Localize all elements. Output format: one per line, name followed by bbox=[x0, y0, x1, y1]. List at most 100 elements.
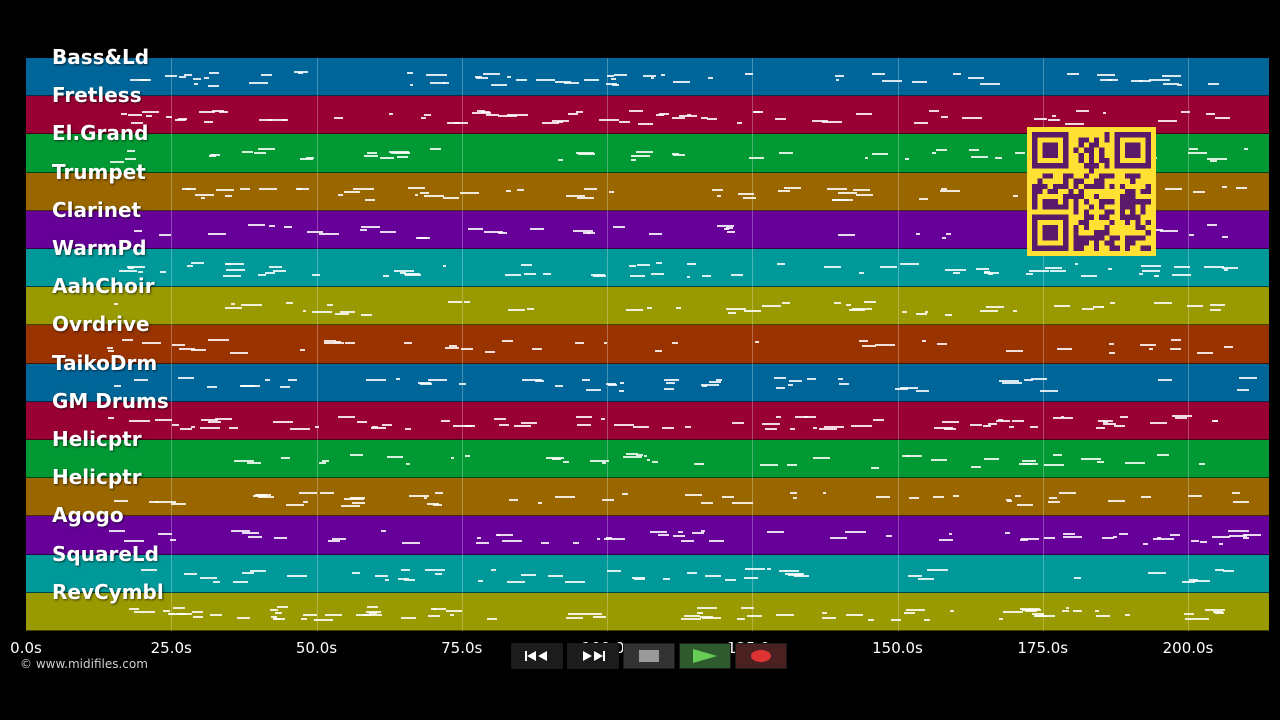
note-mark bbox=[286, 504, 305, 507]
track-label: Clarinet bbox=[52, 197, 142, 222]
note-mark bbox=[908, 575, 923, 578]
note-mark bbox=[1003, 610, 1024, 613]
note-mark bbox=[1152, 538, 1174, 541]
note-mark bbox=[1040, 390, 1058, 393]
fast-forward-button[interactable] bbox=[567, 643, 619, 669]
note-mark bbox=[356, 420, 368, 423]
note-mark bbox=[300, 349, 305, 352]
note-mark bbox=[721, 496, 735, 499]
note-mark bbox=[365, 198, 375, 201]
rewind-button[interactable] bbox=[511, 643, 563, 669]
note-mark bbox=[672, 153, 686, 156]
note-mark bbox=[225, 195, 232, 198]
note-mark bbox=[823, 265, 841, 268]
track-label: Trumpet bbox=[52, 159, 146, 184]
note-mark bbox=[393, 270, 415, 273]
note-mark bbox=[1034, 117, 1048, 120]
note-mark bbox=[363, 613, 383, 616]
note-mark bbox=[1051, 115, 1056, 118]
note-mark bbox=[1053, 453, 1062, 456]
note-mark bbox=[380, 530, 387, 533]
note-mark bbox=[1223, 570, 1235, 573]
note-mark bbox=[527, 308, 534, 311]
track-label: Ovrdrive bbox=[52, 312, 150, 337]
note-mark bbox=[606, 74, 615, 77]
note-mark bbox=[476, 542, 489, 545]
note-mark bbox=[187, 265, 193, 268]
note-mark bbox=[190, 349, 206, 352]
note-mark bbox=[1014, 152, 1025, 155]
note-mark bbox=[845, 531, 866, 534]
note-mark bbox=[200, 427, 221, 430]
note-mark bbox=[521, 379, 543, 382]
note-mark bbox=[949, 609, 954, 612]
note-mark bbox=[924, 619, 931, 622]
note-mark bbox=[215, 417, 233, 420]
note-mark bbox=[230, 303, 235, 305]
note-mark bbox=[680, 617, 702, 620]
note-mark bbox=[803, 415, 816, 418]
note-mark bbox=[915, 312, 928, 315]
time-tick-label: 175.0s bbox=[1017, 639, 1069, 657]
note-mark bbox=[407, 71, 414, 74]
note-mark bbox=[1206, 224, 1218, 227]
note-mark bbox=[1065, 122, 1084, 125]
note-mark bbox=[583, 231, 590, 234]
note-mark bbox=[305, 156, 315, 159]
note-mark bbox=[1221, 267, 1238, 270]
note-mark bbox=[875, 343, 896, 346]
note-mark bbox=[1119, 532, 1129, 535]
note-mark bbox=[300, 618, 307, 621]
note-mark bbox=[1107, 268, 1113, 271]
note-mark bbox=[554, 384, 564, 387]
record-button[interactable] bbox=[735, 643, 787, 669]
note-mark bbox=[273, 270, 286, 273]
note-mark bbox=[154, 500, 176, 503]
time-tick-label: 75.0s bbox=[441, 639, 483, 657]
note-mark bbox=[940, 116, 949, 119]
note-mark bbox=[1097, 420, 1113, 423]
note-mark bbox=[839, 383, 849, 386]
note-mark bbox=[516, 79, 528, 82]
qr-code-icon bbox=[1027, 127, 1156, 256]
note-mark bbox=[190, 262, 205, 265]
note-mark bbox=[1198, 462, 1206, 465]
note-mark bbox=[837, 191, 858, 194]
note-mark bbox=[914, 122, 929, 125]
note-mark bbox=[350, 496, 366, 499]
play-button[interactable] bbox=[679, 643, 731, 669]
note-mark bbox=[360, 225, 380, 228]
stop-button[interactable] bbox=[623, 643, 675, 669]
note-mark bbox=[776, 416, 781, 419]
note-mark bbox=[1224, 268, 1228, 271]
note-mark bbox=[1147, 571, 1167, 574]
note-mark bbox=[1102, 111, 1106, 114]
note-mark bbox=[658, 533, 670, 536]
note-mark bbox=[430, 81, 446, 84]
note-mark bbox=[638, 122, 654, 125]
note-mark bbox=[382, 423, 393, 426]
note-mark bbox=[723, 227, 730, 230]
note-mark bbox=[1096, 461, 1104, 463]
note-mark bbox=[793, 497, 798, 500]
note-mark bbox=[1157, 536, 1161, 539]
note-mark bbox=[219, 110, 228, 113]
note-mark bbox=[286, 574, 307, 577]
note-mark bbox=[1236, 187, 1248, 190]
note-mark bbox=[383, 274, 390, 277]
note-mark bbox=[607, 383, 618, 386]
note-mark bbox=[858, 340, 868, 343]
note-mark bbox=[697, 611, 704, 614]
note-mark bbox=[827, 187, 847, 190]
note-mark bbox=[133, 378, 148, 381]
note-mark bbox=[139, 79, 151, 82]
gridline bbox=[1042, 58, 1044, 631]
note-mark bbox=[334, 340, 342, 343]
note-mark bbox=[477, 110, 485, 113]
note-mark bbox=[451, 456, 455, 459]
note-mark bbox=[672, 116, 685, 119]
note-mark bbox=[280, 385, 290, 388]
transport-controls bbox=[511, 643, 787, 669]
note-mark bbox=[307, 230, 324, 233]
track-lane bbox=[26, 58, 1269, 97]
